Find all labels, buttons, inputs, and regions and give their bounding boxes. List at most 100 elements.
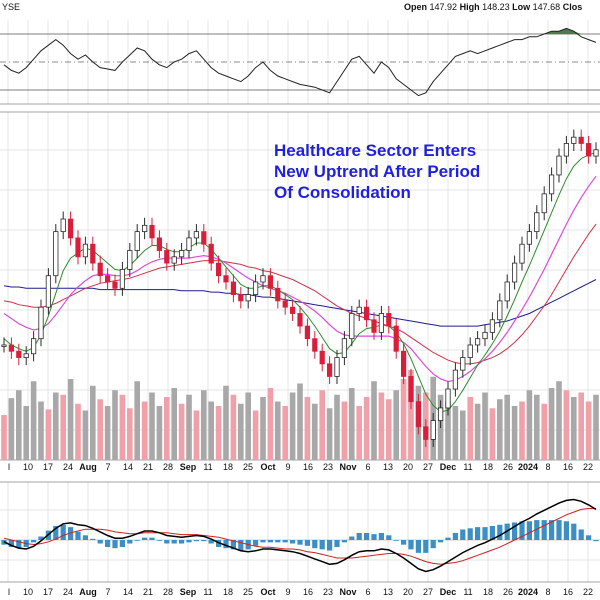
volume-bar [164, 397, 170, 460]
x-tick-label: Dec [440, 462, 457, 472]
macd-histogram-bar [512, 522, 518, 540]
volume-bar [67, 379, 74, 460]
volume-bar [519, 401, 525, 460]
volume-bar [149, 392, 155, 460]
macd-histogram-bar [290, 540, 296, 544]
macd-histogram-bar [38, 536, 44, 540]
x-tick-label: 23 [323, 462, 333, 472]
candle-body [400, 350, 407, 377]
macd-histogram-bar [327, 540, 333, 551]
candle-body [282, 300, 288, 308]
candle-body [534, 212, 540, 233]
x-tick-label: 9 [285, 587, 290, 597]
volume-bar [82, 410, 89, 460]
x-tick-label: 7 [105, 462, 110, 472]
x-tick-label: 14 [123, 587, 133, 597]
macd-histogram-bar [364, 532, 370, 540]
volume-bar [541, 403, 547, 460]
volume-bar [260, 397, 266, 460]
x-tick-label: 7 [105, 587, 110, 597]
volume-bar [400, 379, 407, 460]
candle-body [245, 294, 251, 302]
candle-body [68, 218, 74, 239]
macd-histogram-bar [68, 527, 74, 540]
macd-histogram-bar [193, 540, 199, 542]
x-tick-label: 18 [483, 462, 493, 472]
macd-histogram-bar [349, 536, 355, 540]
volume-bar [378, 392, 385, 460]
volume-bar [23, 406, 29, 460]
candle-body [445, 388, 451, 409]
volume-bar [386, 399, 392, 460]
candle-body [112, 281, 118, 289]
volume-bar [504, 394, 510, 460]
low-label: Low [512, 2, 531, 12]
volume-bar [215, 406, 222, 460]
macd-histogram-bar [127, 540, 133, 544]
volume-bar [556, 381, 562, 460]
volume-bar [238, 403, 244, 460]
macd-histogram-bar [142, 537, 148, 540]
macd-histogram-bar [90, 538, 96, 540]
macd-histogram-bar [556, 520, 562, 540]
rsi-panel [0, 20, 600, 105]
candle-body [571, 136, 577, 144]
volume-bar [585, 401, 592, 460]
macd-histogram-bar [571, 523, 577, 540]
macd-histogram-bar [201, 540, 207, 542]
volume-bar [363, 397, 370, 460]
x-tick-label: 16 [563, 462, 573, 472]
volume-bar [230, 394, 237, 460]
volume-bar [289, 392, 296, 460]
x-axis-bottom: l 10 17 24 Aug 7 14 21 28 Sep 11 18 25 Oct 9 16 23 Nov 6 13… [8, 587, 593, 597]
candle-body [563, 143, 570, 157]
open-label: Open [404, 2, 428, 12]
volume-bar [393, 390, 399, 460]
candle-body [208, 243, 214, 264]
x-tick-label: Sep [180, 462, 197, 472]
volume-bar [30, 381, 37, 460]
macd-histogram-bar [16, 540, 22, 549]
x-tick-label: 16 [563, 587, 573, 597]
x-tick-label: 6 [365, 462, 370, 472]
volume-bar [467, 397, 473, 460]
macd-histogram-bar [482, 527, 488, 540]
macd-histogram-bar [356, 532, 362, 540]
candle-body [349, 313, 355, 340]
volume-bar [275, 401, 281, 460]
macd-histogram-bar [460, 529, 466, 540]
macd-histogram-bar [408, 540, 414, 550]
macd-histogram-bar [230, 540, 236, 550]
candle-body [334, 357, 340, 377]
volume-bar [593, 394, 599, 460]
x-tick-label: 22 [583, 587, 593, 597]
candle-body [452, 369, 459, 390]
candle-body [156, 237, 162, 251]
candle-body [23, 353, 29, 358]
x-tick-label: Sep [180, 587, 197, 597]
candle-body [141, 224, 148, 233]
volume-bar [267, 388, 274, 460]
candle-body [252, 281, 259, 295]
macd-histogram-bar [208, 540, 214, 544]
volume-bar [178, 403, 185, 460]
ma-slow-line [3, 223, 597, 365]
macd-histogram-bar [216, 540, 222, 548]
x-tick-label: 11 [463, 587, 472, 597]
volume-bar [201, 390, 207, 460]
ma-long-line [3, 279, 597, 327]
candle-body [549, 174, 555, 195]
macd-histogram-bar [297, 540, 303, 545]
volume-bar [571, 397, 577, 460]
volume-bar [141, 401, 148, 460]
volume-bar [563, 390, 570, 460]
candle-body [105, 275, 111, 283]
x-tick-label: 18 [223, 462, 233, 472]
candle-body [423, 426, 429, 440]
volume-bar [356, 406, 362, 460]
x-tick-label: 24 [63, 587, 73, 597]
candle-body [526, 231, 533, 245]
volume-bar [16, 390, 22, 460]
price-panel [0, 111, 600, 461]
x-tick-label: 23 [323, 587, 333, 597]
